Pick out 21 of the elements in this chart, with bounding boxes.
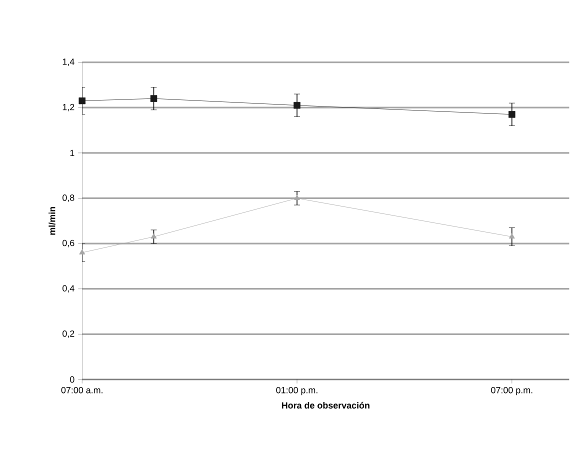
y-tick-label: 1,2 [62,104,74,112]
x-axis-title: Hora de observación [282,402,370,409]
y-tick-label: 1 [70,150,74,156]
point [150,234,157,239]
point [78,98,86,104]
point [79,249,86,255]
y-tick-label: 0 [70,376,74,383]
y-tick-label: 0,8 [62,194,74,202]
y-tick-label: 0,6 [62,240,74,248]
x-tick-label: 01:00 p.m. [276,387,318,396]
x-tick-label: 07:00 p.m. [491,387,532,396]
y-tick-label: 1,4 [62,58,74,66]
y-tick-label: 0,2 [62,330,74,338]
point [294,102,300,109]
y-tick-label: 0,4 [62,285,74,293]
point [508,111,516,118]
x-tick-label: 07:00 a.m. [61,387,102,394]
point [294,195,300,200]
point [508,234,515,239]
y-axis-title: ml/min [48,207,56,235]
point [150,95,158,102]
